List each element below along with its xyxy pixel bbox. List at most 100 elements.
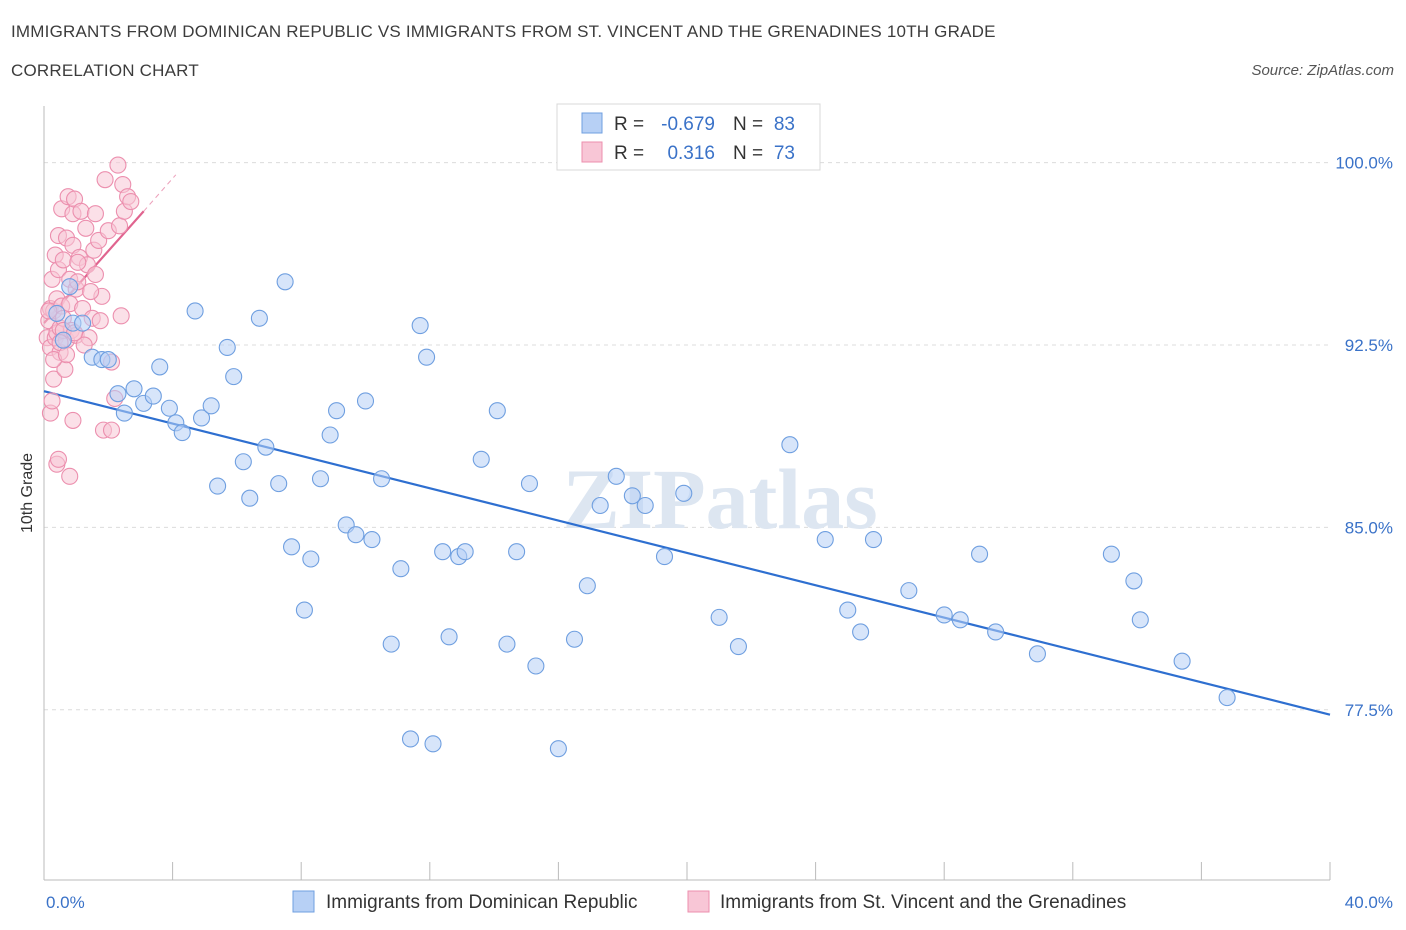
- point-dominican-republic: [218, 338, 236, 356]
- point-st-vincent: [86, 205, 104, 223]
- bottom-legend-swatch-st-vincent: [687, 890, 710, 913]
- point-dominican-republic: [456, 543, 474, 561]
- point-st-vincent: [54, 251, 72, 269]
- legend-n-label: N =: [733, 143, 763, 164]
- point-st-vincent: [49, 450, 68, 468]
- legend-swatch: [581, 141, 603, 163]
- grid: 100.0% 92.5% 85.0% 77.5%: [44, 154, 1393, 720]
- point-dominican-republic: [549, 740, 567, 758]
- legend-r-label: R =: [614, 114, 644, 135]
- source-label: Source: ZipAtlas.com: [1251, 62, 1394, 79]
- point-dominican-republic: [816, 531, 834, 549]
- point-dominican-republic: [472, 450, 490, 468]
- point-dominican-republic: [373, 470, 391, 488]
- y-tick-label: 92.5%: [1345, 336, 1393, 355]
- point-dominican-republic: [173, 424, 191, 442]
- point-st-vincent: [102, 421, 121, 439]
- trend-lines: [43, 174, 1331, 716]
- point-dominican-republic: [144, 387, 162, 405]
- point-dominican-republic: [508, 543, 526, 561]
- point-dominican-republic: [852, 623, 870, 641]
- bottom-legend-swatch-dominican-republic: [292, 890, 315, 913]
- point-st-vincent: [43, 392, 61, 410]
- point-dominican-republic: [623, 487, 641, 505]
- point-dominican-republic: [1125, 572, 1143, 590]
- legend-r-label: R =: [614, 143, 644, 164]
- point-dominican-republic: [864, 531, 883, 549]
- point-dominican-republic: [935, 606, 953, 624]
- legend-n-value: 83: [774, 114, 795, 135]
- point-dominican-republic: [411, 317, 429, 335]
- x-tick-label-max: 40.0%: [1345, 893, 1393, 912]
- bottom-legend: Immigrants from Dominican Republic Immigr…: [292, 890, 1126, 913]
- point-dominican-republic: [971, 545, 989, 563]
- point-dominican-republic: [591, 496, 609, 515]
- point-dominican-republic: [276, 273, 294, 291]
- point-dominican-republic: [1102, 545, 1120, 563]
- legend-r-value: 0.316: [667, 143, 715, 164]
- point-dominican-republic: [565, 630, 584, 648]
- point-dominican-republic: [987, 623, 1005, 641]
- point-st-vincent: [69, 253, 87, 271]
- watermark: ZIPatlas: [562, 451, 877, 547]
- point-dominican-republic: [607, 467, 625, 485]
- point-st-vincent: [111, 217, 129, 235]
- point-dominican-republic: [527, 657, 545, 675]
- bottom-legend-label-st-vincent: Immigrants from St. Vincent and the Gren…: [720, 892, 1126, 913]
- point-dominican-republic: [321, 426, 339, 444]
- point-dominican-republic: [186, 302, 204, 320]
- point-st-vincent: [122, 192, 140, 211]
- point-dominican-republic: [109, 385, 127, 403]
- legend-n-label: N =: [733, 114, 763, 135]
- point-dominican-republic: [710, 608, 728, 626]
- point-st-vincent: [75, 336, 93, 354]
- point-dominican-republic: [160, 399, 178, 417]
- point-dominican-republic: [257, 438, 275, 456]
- point-dominican-republic: [363, 531, 381, 549]
- trend-line-st-vincent-extension: [143, 174, 177, 212]
- point-dominican-republic: [115, 404, 133, 422]
- point-dominican-republic: [675, 484, 693, 502]
- point-dominican-republic: [636, 496, 654, 515]
- point-dominican-republic: [125, 380, 143, 398]
- point-dominican-republic: [781, 436, 799, 454]
- legend-swatch: [581, 112, 603, 134]
- point-dominican-republic: [418, 348, 436, 366]
- point-st-vincent: [61, 467, 79, 485]
- point-dominican-republic: [382, 635, 400, 653]
- point-dominican-republic: [434, 543, 452, 561]
- y-axis-label: 10th Grade: [19, 453, 36, 533]
- point-dominican-republic: [48, 304, 66, 322]
- point-dominican-republic: [74, 314, 92, 332]
- point-dominican-republic: [488, 402, 506, 420]
- point-st-vincent: [77, 219, 95, 237]
- point-st-vincent: [91, 312, 109, 330]
- point-st-vincent: [45, 370, 63, 388]
- point-dominican-republic: [151, 358, 169, 376]
- point-st-vincent: [64, 411, 82, 429]
- point-dominican-republic: [392, 560, 410, 578]
- point-st-vincent: [82, 282, 100, 301]
- point-dominican-republic: [1028, 645, 1046, 663]
- point-dominican-republic: [424, 735, 442, 753]
- point-dominican-republic: [192, 409, 211, 427]
- point-dominican-republic: [302, 550, 320, 568]
- point-dominican-republic: [54, 331, 72, 349]
- point-dominican-republic: [839, 601, 857, 619]
- chart-title-line-1: IMMIGRANTS FROM DOMINICAN REPUBLIC VS IM…: [11, 22, 996, 41]
- point-dominican-republic: [209, 477, 227, 495]
- x-tick-label-min: 0.0%: [46, 893, 85, 912]
- point-dominican-republic: [498, 635, 516, 653]
- point-dominican-republic: [951, 611, 969, 629]
- y-tick-label: 85.0%: [1345, 518, 1393, 537]
- point-dominican-republic: [1131, 611, 1149, 629]
- data-points: [38, 156, 1236, 758]
- trend-line-dominican-republic: [43, 390, 1331, 716]
- point-st-vincent: [96, 171, 114, 189]
- point-dominican-republic: [900, 582, 918, 600]
- y-tick-label: 77.5%: [1345, 701, 1393, 720]
- legend-r-value: -0.679: [661, 114, 715, 135]
- chart-title-line-2: CORRELATION CHART: [11, 61, 199, 80]
- point-dominican-republic: [99, 351, 117, 369]
